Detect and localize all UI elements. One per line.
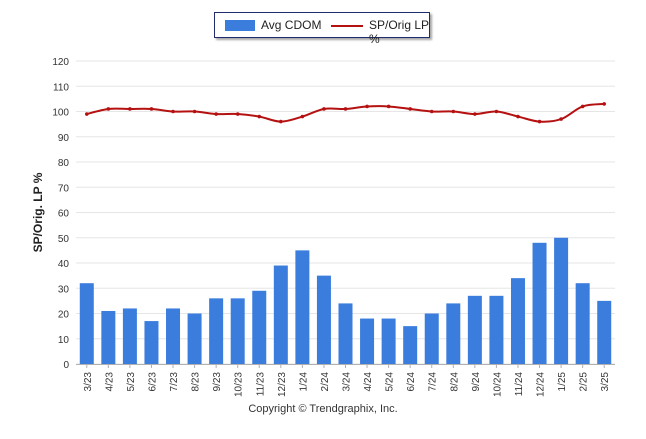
point-sp-orig-lp — [386, 104, 391, 109]
point-sp-orig-lp — [580, 104, 585, 109]
bar-avg-cdom — [403, 326, 418, 364]
bar-avg-cdom — [338, 303, 353, 364]
point-sp-orig-lp — [214, 112, 218, 116]
bar-avg-cdom — [360, 318, 375, 364]
point-sp-orig-lp — [343, 107, 348, 111]
point-sp-orig-lp — [128, 107, 132, 111]
y-tick-label: 10 — [58, 335, 70, 346]
point-sp-orig-lp — [300, 114, 305, 119]
point-sp-orig-lp — [408, 107, 412, 111]
copyright-text: Copyright © Trendgraphix, Inc. — [248, 403, 398, 415]
x-tick-label: 9/24 — [471, 372, 482, 392]
y-tick-label: 120 — [52, 57, 69, 68]
point-sp-orig-lp — [559, 117, 563, 121]
bar-avg-cdom — [316, 275, 331, 364]
bar-avg-cdom — [101, 310, 116, 364]
point-sp-orig-lp — [149, 107, 154, 111]
bar-avg-cdom — [166, 308, 181, 364]
bar-avg-cdom — [122, 308, 137, 364]
x-tick-label: 5/23 — [126, 372, 137, 392]
legend-label-sp-orig-lp: SP/Orig LP % — [369, 18, 429, 46]
legend-label-avg-cdom: Avg CDOM — [261, 18, 322, 32]
x-tick-label: 10/24 — [492, 372, 503, 397]
point-sp-orig-lp — [257, 114, 262, 119]
x-tick-label: 6/24 — [406, 372, 417, 392]
x-tick-label: 9/23 — [212, 372, 223, 392]
x-tick-label: 2/25 — [579, 372, 590, 392]
y-tick-label: 80 — [58, 158, 70, 169]
y-tick-label: 0 — [63, 360, 69, 371]
bar-avg-cdom — [554, 237, 569, 364]
bar-avg-cdom — [144, 321, 159, 364]
bar-avg-cdom — [381, 318, 396, 364]
point-sp-orig-lp — [602, 102, 607, 106]
x-tick-label: 8/23 — [191, 372, 202, 392]
legend-swatch-avg-cdom — [225, 20, 255, 31]
x-tick-label: 1/25 — [557, 372, 568, 392]
legend-swatch-sp-orig-lp — [331, 25, 363, 27]
point-sp-orig-lp — [106, 107, 111, 111]
x-tick-label: 7/24 — [428, 372, 439, 392]
bar-avg-cdom — [295, 250, 310, 364]
x-tick-label: 8/24 — [449, 372, 460, 392]
y-tick-label: 70 — [58, 183, 70, 194]
line-sp-orig-lp — [86, 102, 605, 123]
x-tick-label: 4/24 — [363, 372, 374, 392]
y-tick-label: 90 — [58, 133, 70, 144]
point-sp-orig-lp — [192, 109, 197, 114]
bar-avg-cdom — [467, 295, 482, 364]
point-sp-orig-lp — [171, 109, 175, 114]
bar-avg-cdom — [209, 298, 224, 364]
bar-avg-cdom — [532, 242, 547, 364]
bar-avg-cdom — [273, 265, 288, 364]
point-sp-orig-lp — [429, 109, 434, 114]
bar-avg-cdom — [79, 283, 94, 364]
y-tick-label: 60 — [58, 209, 70, 220]
x-tick-label: 2/24 — [320, 372, 331, 392]
bar-avg-cdom — [446, 303, 461, 364]
x-tick-label: 3/25 — [600, 372, 611, 392]
point-sp-orig-lp — [84, 112, 89, 116]
point-sp-orig-lp — [279, 119, 283, 124]
point-sp-orig-lp — [235, 112, 240, 116]
bar-avg-cdom — [424, 313, 439, 364]
x-tick-label: 1/24 — [298, 372, 309, 392]
x-tick-label: 3/24 — [342, 372, 353, 392]
point-sp-orig-lp — [516, 114, 520, 119]
x-tick-label: 6/23 — [147, 372, 158, 392]
y-tick-label: 110 — [53, 82, 69, 93]
bar-avg-cdom — [230, 298, 245, 364]
point-sp-orig-lp — [537, 119, 542, 124]
x-tick-label: 7/23 — [169, 372, 180, 392]
bar-avg-cdom — [187, 313, 202, 364]
x-tick-label: 11/24 — [514, 372, 525, 397]
bar-avg-cdom — [252, 290, 267, 364]
y-tick-label: 20 — [58, 310, 70, 321]
y-tick-label: 100 — [52, 108, 69, 119]
bar-avg-cdom — [510, 278, 525, 364]
x-tick-label: 5/24 — [385, 372, 396, 392]
point-sp-orig-lp — [473, 112, 477, 116]
x-tick-label: 12/24 — [536, 372, 547, 397]
legend: Avg CDOM SP/Orig LP % — [214, 12, 430, 46]
x-tick-label: 4/23 — [104, 372, 115, 392]
x-tick-label: 3/23 — [83, 372, 94, 392]
y-axis-title: SP/Orig. LP % — [31, 172, 45, 252]
y-tick-label: 40 — [58, 259, 70, 270]
bar-avg-cdom — [489, 295, 504, 364]
bar-avg-cdom — [575, 283, 590, 364]
x-tick-label: 12/23 — [277, 372, 288, 397]
y-tick-label: 50 — [58, 234, 70, 245]
y-tick-label: 30 — [58, 284, 70, 295]
bar-avg-cdom — [597, 300, 612, 364]
x-tick-label: 11/23 — [255, 372, 266, 397]
point-sp-orig-lp — [494, 109, 499, 114]
point-sp-orig-lp — [451, 109, 456, 114]
point-sp-orig-lp — [322, 107, 326, 111]
point-sp-orig-lp — [365, 104, 369, 109]
x-tick-label: 10/23 — [234, 372, 245, 397]
